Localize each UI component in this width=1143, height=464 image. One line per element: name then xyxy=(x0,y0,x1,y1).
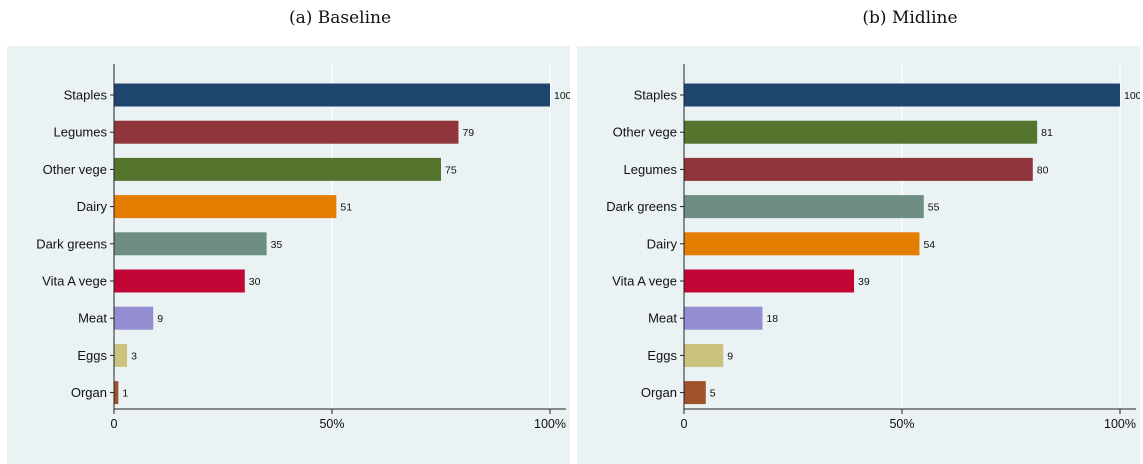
bar-eggs xyxy=(114,343,128,367)
bar-organ xyxy=(684,381,706,405)
value-label-dairy: 51 xyxy=(340,202,352,214)
chart-panel-midline: Staples 100 Other vege 81 Legumes 80 Dark gree… xyxy=(577,46,1140,464)
bar-organ xyxy=(114,381,119,405)
category-label-legumes: Legumes xyxy=(54,125,108,140)
chart-panel-baseline: Staples 100 Legumes 79 Other vege 75 Dairy 51 Da… xyxy=(7,46,570,464)
value-label-dairy: 54 xyxy=(923,239,935,251)
category-label-organ: Organ xyxy=(71,385,107,400)
category-label-meat: Meat xyxy=(78,311,107,326)
value-label-vita-a-vege: 30 xyxy=(249,276,261,288)
bar-legumes xyxy=(114,120,459,144)
value-label-staples: 100 xyxy=(1124,90,1140,102)
bar-staples xyxy=(684,83,1120,107)
bar-chart-baseline: Staples 100 Legumes 79 Other vege 75 Dairy 51 Da… xyxy=(36,64,570,431)
bar-dairy xyxy=(684,232,920,256)
panel-b-title: (b) Midline xyxy=(862,8,958,28)
x-tick-label-50: 50% xyxy=(319,417,344,431)
category-label-eggs: Eggs xyxy=(77,348,107,363)
category-label-other-vege: Other vege xyxy=(43,162,107,177)
value-label-eggs: 3 xyxy=(131,350,137,362)
value-label-legumes: 80 xyxy=(1037,164,1049,176)
value-label-meat: 18 xyxy=(766,313,778,325)
value-label-organ: 5 xyxy=(710,388,716,400)
value-label-other-vege: 81 xyxy=(1041,127,1053,139)
bar-meat xyxy=(114,306,154,330)
x-tick-label-100: 100% xyxy=(534,417,566,431)
bar-eggs xyxy=(684,343,724,367)
bar-staples xyxy=(114,83,550,107)
category-label-vita-a-vege: Vita A vege xyxy=(42,274,107,289)
category-label-staples: Staples xyxy=(634,88,678,103)
category-label-meat: Meat xyxy=(648,311,677,326)
bar-meat xyxy=(684,306,763,330)
bar-legumes xyxy=(684,157,1033,181)
bar-chart-midline: Staples 100 Other vege 81 Legumes 80 Dark gree… xyxy=(606,64,1140,431)
value-label-vita-a-vege: 39 xyxy=(858,276,870,288)
category-label-dark-greens: Dark greens xyxy=(606,199,677,214)
bar-dairy xyxy=(114,195,337,219)
x-tick-label-100: 100% xyxy=(1104,417,1136,431)
panel-a-title: (a) Baseline xyxy=(288,8,392,28)
x-tick-label-50: 50% xyxy=(889,417,914,431)
bar-vita-a-vege xyxy=(114,269,245,293)
bar-vita-a-vege xyxy=(684,269,855,293)
x-tick-label-0: 0 xyxy=(111,417,118,431)
value-label-legumes: 79 xyxy=(462,127,474,139)
category-label-staples: Staples xyxy=(64,88,108,103)
category-label-eggs: Eggs xyxy=(647,348,677,363)
bar-dark-greens xyxy=(684,195,924,219)
value-label-dark-greens: 35 xyxy=(271,239,283,251)
bar-other-vege xyxy=(684,120,1038,144)
value-label-organ: 1 xyxy=(122,388,128,400)
category-label-vita-a-vege: Vita A vege xyxy=(612,274,677,289)
category-label-dark-greens: Dark greens xyxy=(36,236,107,251)
bar-dark-greens xyxy=(114,232,267,256)
category-label-other-vege: Other vege xyxy=(613,125,677,140)
value-label-dark-greens: 55 xyxy=(928,202,940,214)
category-label-dairy: Dairy xyxy=(77,199,108,214)
category-label-dairy: Dairy xyxy=(647,236,678,251)
x-tick-label-0: 0 xyxy=(681,417,688,431)
value-label-meat: 9 xyxy=(157,313,163,325)
category-label-legumes: Legumes xyxy=(624,162,678,177)
value-label-other-vege: 75 xyxy=(445,164,457,176)
bar-other-vege xyxy=(114,157,441,181)
value-label-staples: 100 xyxy=(554,90,570,102)
value-label-eggs: 9 xyxy=(727,350,733,362)
category-label-organ: Organ xyxy=(641,385,677,400)
